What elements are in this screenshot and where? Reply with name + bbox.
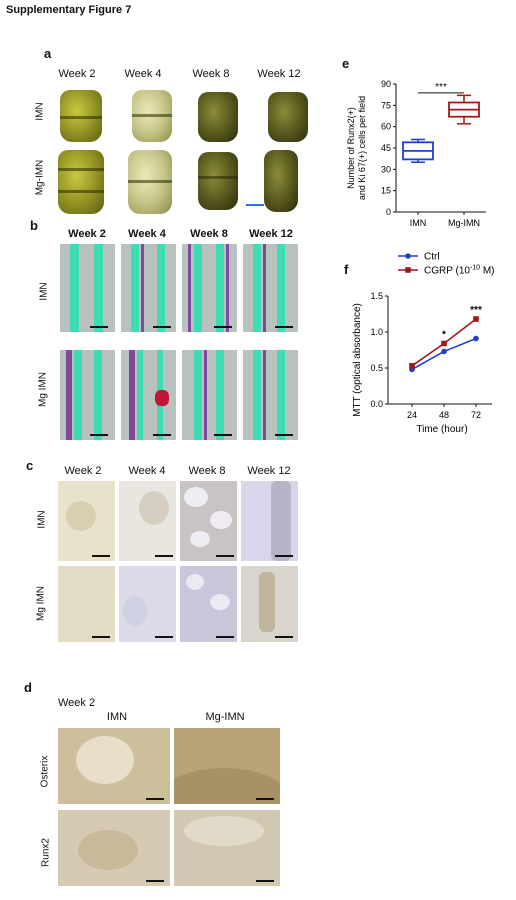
panel-d-row-osterix: Osterix [39, 755, 51, 788]
panel-f-x-tick-label: 72 [471, 410, 481, 420]
panel-f-ylabel: MTT (optical absorbance) [352, 303, 363, 417]
panel-f-point [473, 316, 479, 322]
panel-f-x-tick-label: 48 [439, 410, 449, 420]
panel-b-row-mg-imn: Mg IMN [37, 372, 49, 407]
panel-f-legend-label-1: CGRP (10-10 M) [424, 265, 495, 277]
panel-e-chart: 0 15 30 45 60 75 90 Number of Runx2(+) and Ki 67… [346, 79, 486, 228]
panel-e-y-tick-label: 15 [381, 186, 391, 196]
panel-b-histo-mg-imn-week8 [182, 350, 237, 440]
panel-b-histo-mg-imn-week12 [243, 350, 298, 440]
panel-d-ihc-runx2-mg-imn [174, 810, 280, 886]
panel-b-histo-mg-imn-week4 [121, 350, 176, 440]
panel-f-chart: 0.0 0.5 1.0 1.5 24 48 72 Time (hour) MTT (optica… [352, 252, 495, 436]
panel-c-col-week2: Week 2 [64, 465, 102, 477]
panel-c-ihc-mg-imn-week2 [58, 566, 115, 642]
panel-a-ct-imn-week2 [60, 90, 102, 142]
figure-title: Supplementary Figure 7 [6, 4, 132, 16]
panel-c-ihc-mg-imn-week4 [119, 566, 176, 642]
panel-f-point [409, 363, 415, 369]
panel-c-ihc-imn-week4 [119, 481, 176, 561]
panel-f-legend-marker [405, 253, 411, 259]
panel-a-row-imn: IMN [34, 102, 46, 121]
panel-e-y-tick-label: 0 [386, 207, 391, 217]
panel-b-col-week2: Week 2 [68, 228, 106, 240]
panel-a-ct-imn-week4 [132, 90, 172, 142]
panel-f-y-tick-label: 1.5 [370, 291, 383, 301]
panel-f-marks: **** [409, 305, 482, 373]
panel-c-col-week12: Week 12 [247, 465, 291, 477]
panel-b-row-imn: IMN [38, 282, 50, 301]
panel-d-row-runx2: Runx2 [40, 838, 52, 867]
panel-b-col-week12: Week 12 [249, 228, 293, 240]
panel-f-point [441, 340, 447, 347]
panel-d-col-mg-imn: Mg-IMN [205, 711, 245, 723]
panel-a-label: a [44, 46, 52, 61]
panel-e-significance: *** [435, 82, 447, 93]
panel-f-axes: 0.0 0.5 1.0 1.5 24 48 72 Time (hour) MTT (optica… [352, 291, 492, 435]
panel-e-y-tick-label: 45 [381, 143, 391, 153]
panel-f-label: f [344, 262, 349, 277]
panel-d-ihc-runx2-imn [58, 810, 170, 886]
panel-c-ihc-imn-week8 [180, 481, 237, 561]
panel-c-ihc-imn-week12 [241, 481, 298, 561]
panel-d-label: d [24, 680, 32, 695]
panel-c-ihc-imn-week2 [58, 481, 115, 561]
panel-e-y-tick-label: 75 [381, 100, 391, 110]
panel-a-scale-bar [246, 204, 264, 206]
panel-c-ihc-mg-imn-week12 [241, 566, 298, 642]
panel-c-col-week8: Week 8 [188, 465, 226, 477]
panel-f-x-tick-label: 24 [407, 410, 417, 420]
panel-f-annotation: *** [470, 305, 482, 316]
panel-e-label: e [342, 56, 350, 71]
panel-e-marks: *** [402, 82, 480, 163]
panel-f-y-tick-label: 0.0 [370, 399, 383, 409]
panel-a-col-week2: Week 2 [58, 68, 96, 80]
panel-b-histo-mg-imn-week2 [60, 350, 115, 440]
panel-a-col-week4: Week 4 [124, 68, 162, 80]
panel-a-ct-imn-week8 [198, 92, 238, 142]
panel-c-row-imn: IMN [36, 510, 48, 529]
panel-a-col-week8: Week 8 [192, 68, 230, 80]
panel-b-histo-imn-week4 [121, 244, 176, 332]
panel-b-label: b [30, 218, 38, 233]
panel-e-axes: 0 15 30 45 60 75 90 Number of Runx2(+) and Ki 67… [346, 79, 486, 228]
panel-f-point [473, 335, 479, 342]
panel-f-annotation: * [442, 330, 446, 341]
panel-e-y-tick-label: 30 [381, 164, 391, 174]
panel-c-ihc-mg-imn-week8 [180, 566, 237, 642]
panel-a-ct-mg-imn-week4 [128, 150, 172, 214]
panel-d-header: Week 2 [58, 697, 96, 709]
panel-a-ct-mg-imn-week2 [58, 150, 104, 214]
panel-d-col-imn: IMN [106, 711, 128, 723]
panel-e-y-tick-label: 60 [381, 122, 391, 132]
panel-c-label: c [26, 458, 34, 473]
panel-f-xlabel: Time (hour) [416, 424, 467, 435]
panel-a-row-mg-imn: Mg-IMN [34, 159, 46, 196]
panel-e-x-tick-label: Mg-IMN [448, 218, 480, 228]
panel-b-histo-imn-week8 [182, 244, 237, 332]
panel-b-col-week4: Week 4 [128, 228, 166, 240]
panel-f-legend-marker [405, 267, 411, 273]
panel-d-ihc-osterix-mg-imn [174, 728, 280, 804]
panel-c-row-mg-imn: Mg IMN [35, 586, 47, 621]
panel-a-ct-mg-imn-week8 [198, 152, 238, 210]
panel-a-ct-imn-week12 [268, 92, 308, 142]
panel-f-y-tick-label: 0.5 [370, 363, 383, 373]
panel-e-ylabel-line2: and Ki 67(+) cells per field [357, 96, 367, 200]
panel-e-x-tick-label: IMN [410, 218, 427, 228]
panel-f-legend: Ctrl CGRP (10-10 M) [398, 252, 495, 277]
panel-c-col-week4: Week 4 [128, 465, 166, 477]
panel-d-ihc-osterix-imn [58, 728, 170, 804]
panel-a-col-week12: Week 12 [257, 68, 301, 80]
panel-b-histo-imn-week12 [243, 244, 298, 332]
panel-f-legend-label-0: Ctrl [424, 252, 440, 263]
panel-f-point [441, 348, 447, 355]
panel-f-y-tick-label: 1.0 [370, 327, 383, 337]
panel-e-y-tick-label: 90 [381, 79, 391, 89]
panel-b-histo-imn-week2 [60, 244, 115, 332]
panel-e-ylabel-line1: Number of Runx2(+) [346, 107, 356, 189]
panel-a-ct-mg-imn-week12 [264, 150, 298, 212]
panel-b-col-week8: Week 8 [190, 228, 228, 240]
